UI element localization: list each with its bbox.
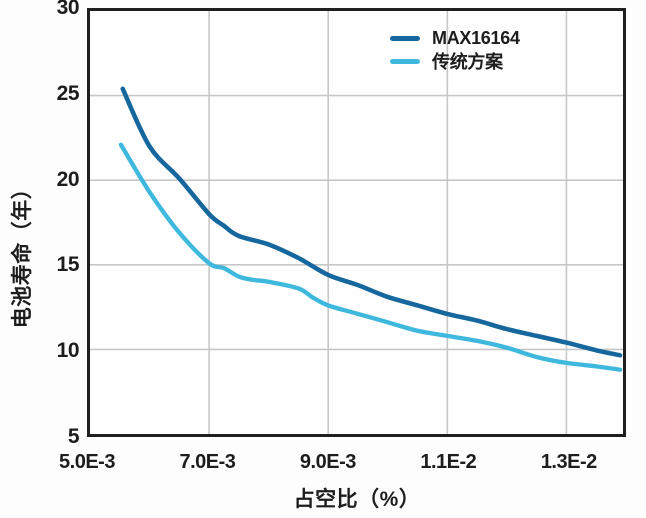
traditional-line-swatch-icon [390,58,420,64]
x-tick-label: 1.3E-2 [540,451,597,473]
y-tick-label: 30 [56,0,80,19]
legend-item-traditional: 传统方案 [390,51,520,72]
y-tick-label: 10 [56,339,80,363]
y-tick-label: 5 [67,425,80,448]
legend: MAX16164 传统方案 [390,28,520,72]
x-axis-title: 占空比（%） [293,488,421,511]
y-tick-label: 15 [56,253,80,277]
chart-canvas [90,11,623,434]
max16164-line-swatch-icon [390,35,420,41]
legend-item-max16164: MAX16164 [390,28,520,48]
y-tick-label: 25 [56,81,80,105]
x-tick-label: 9.0E-3 [299,451,356,473]
plot-area [87,8,626,437]
legend-label-max16164: MAX16164 [432,27,520,48]
x-tick-label: 5.0E-3 [59,451,115,473]
x-tick-label: 7.0E-3 [179,451,236,473]
legend-label-traditional: 传统方案 [432,52,503,72]
y-axis-title: 电池寿命（年） [11,177,34,329]
y-tick-label: 20 [56,167,80,191]
series-line-1 [118,142,623,372]
series-line-0 [120,86,623,358]
x-tick-label: 1.1E-2 [420,451,477,473]
